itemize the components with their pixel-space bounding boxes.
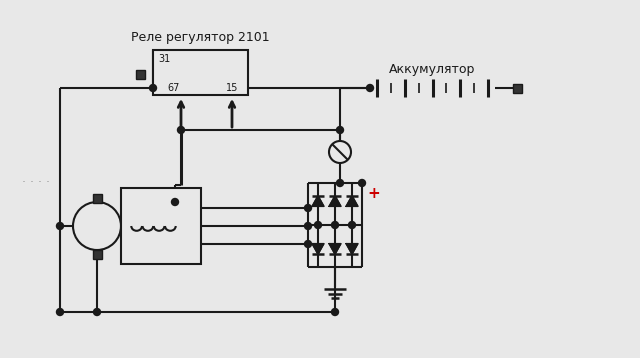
Polygon shape (312, 195, 324, 207)
Bar (136, 70, 145, 79)
Bar (513, 83, 522, 92)
Bar (93, 250, 102, 258)
Circle shape (93, 309, 100, 315)
Circle shape (305, 241, 312, 247)
Polygon shape (346, 195, 358, 207)
Text: +: + (367, 186, 380, 201)
Polygon shape (312, 243, 324, 255)
Text: 31: 31 (158, 54, 170, 64)
Circle shape (177, 126, 184, 134)
Circle shape (314, 222, 321, 228)
Circle shape (349, 222, 355, 228)
Bar (93, 194, 102, 203)
Circle shape (332, 309, 339, 315)
FancyBboxPatch shape (153, 50, 248, 95)
Text: 67: 67 (167, 83, 179, 93)
Circle shape (56, 223, 63, 229)
Circle shape (337, 179, 344, 187)
Polygon shape (329, 195, 341, 207)
Text: Аккумулятор: Аккумулятор (389, 63, 476, 76)
Circle shape (358, 179, 365, 187)
Circle shape (305, 204, 312, 212)
Text: . . . .: . . . . (22, 171, 50, 184)
Text: Реле регулятор 2101: Реле регулятор 2101 (131, 31, 270, 44)
Circle shape (305, 223, 312, 229)
Circle shape (332, 222, 339, 228)
Circle shape (56, 309, 63, 315)
Circle shape (172, 198, 179, 205)
Circle shape (150, 84, 157, 92)
Polygon shape (329, 243, 341, 255)
Circle shape (367, 84, 374, 92)
Circle shape (337, 126, 344, 134)
FancyBboxPatch shape (121, 188, 201, 264)
Text: 15: 15 (226, 83, 238, 93)
Polygon shape (346, 243, 358, 255)
